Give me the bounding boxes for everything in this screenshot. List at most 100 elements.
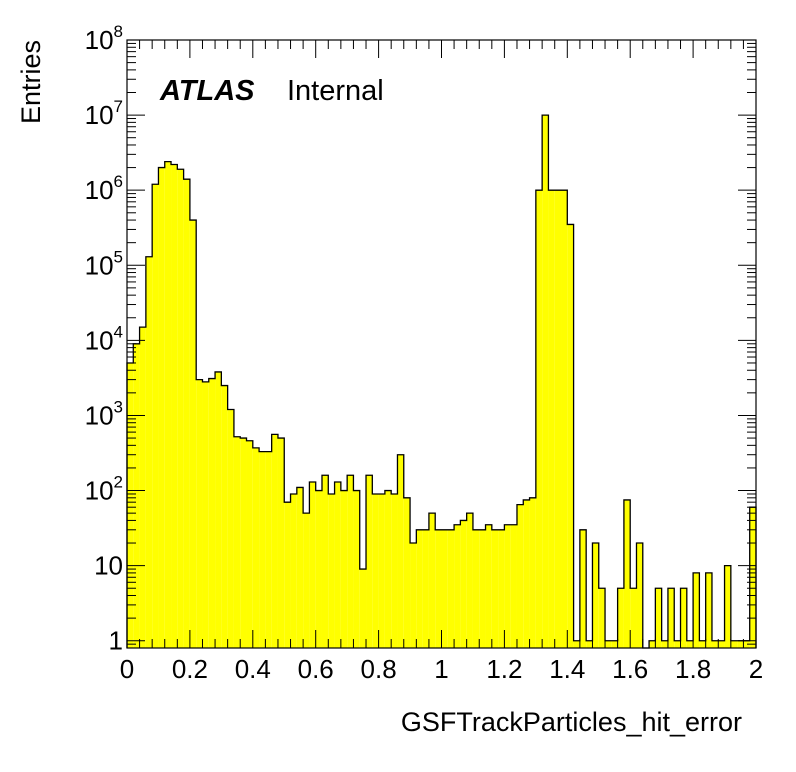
histogram-bar <box>504 524 511 648</box>
histogram-bar <box>252 447 260 648</box>
histogram-bar <box>347 475 354 648</box>
histogram-bar <box>705 572 712 648</box>
histogram-bar <box>661 640 668 648</box>
histogram-bar <box>397 454 404 648</box>
histogram-bar <box>372 493 379 648</box>
histogram-bar <box>303 513 310 648</box>
x-tick-label: 0.4 <box>235 654 271 684</box>
histogram-bar <box>573 640 580 648</box>
histogram-bar <box>510 524 517 648</box>
x-tick-label: 0 <box>120 654 134 684</box>
histogram-bar <box>340 490 348 648</box>
histogram-bar <box>246 440 253 648</box>
histogram-bar <box>724 565 731 648</box>
histogram-bar <box>686 640 694 648</box>
histogram-bar <box>428 513 436 648</box>
histogram-bar <box>667 588 675 648</box>
y-tick-label: 106 <box>85 172 123 205</box>
histogram-bar <box>391 493 398 648</box>
histogram-bar <box>592 543 599 648</box>
histogram-bar <box>435 529 442 648</box>
x-tick-label: 1 <box>434 654 448 684</box>
histogram-bar <box>730 640 738 648</box>
histogram-bar <box>290 493 297 648</box>
histogram-bar <box>737 640 744 648</box>
histogram-bar <box>743 640 750 648</box>
histogram-bar <box>359 569 367 648</box>
histogram-bar <box>485 524 492 648</box>
histogram-bar <box>378 493 385 648</box>
histogram-bar <box>296 487 304 648</box>
axis-ticks <box>126 39 757 649</box>
histogram-bar <box>479 529 486 648</box>
histogram-bar <box>177 169 184 649</box>
histogram-bar <box>579 529 587 648</box>
histogram-bar <box>171 164 178 649</box>
histogram-bar <box>516 504 524 648</box>
histogram-bar <box>321 475 329 648</box>
x-tick-label: 0.6 <box>298 654 334 684</box>
histogram-bar <box>328 493 335 648</box>
histogram-bar <box>227 409 234 648</box>
histogram-bar <box>548 190 555 649</box>
histogram-bar <box>403 497 411 648</box>
histogram-bar <box>158 167 165 648</box>
histogram-bar <box>277 438 285 648</box>
histogram-bar <box>466 513 473 648</box>
histogram-bar <box>189 220 197 649</box>
histogram-bar <box>680 588 687 648</box>
x-tick-label: 2 <box>749 654 763 684</box>
histogram-bar <box>693 572 700 648</box>
histogram-bar <box>447 529 455 648</box>
x-axis-title: GSFTrackParticles_hit_error <box>401 707 742 737</box>
x-tick-labels: 0 0.2 0.4 0.6 0.8 1 1.2 1.4 1.6 1.8 2 <box>120 654 763 684</box>
histogram-bar <box>598 588 606 648</box>
histogram-bar <box>410 543 417 648</box>
histogram-bar <box>535 190 543 649</box>
histogram-bar <box>630 588 637 648</box>
y-tick-label: 107 <box>85 97 123 130</box>
x-tick-label: 0.2 <box>172 654 208 684</box>
histogram-bar <box>145 256 153 648</box>
histogram-bar <box>711 640 719 648</box>
histogram-bar <box>127 362 134 648</box>
histogram-bar <box>315 490 322 648</box>
histogram-bar <box>334 481 341 648</box>
histogram-bar <box>454 524 461 648</box>
histogram-bar <box>561 190 568 649</box>
histogram-bar <box>441 529 448 648</box>
y-tick-label: 1 <box>109 626 123 656</box>
histogram-bar <box>259 451 266 648</box>
histogram-bar <box>636 543 643 648</box>
x-tick-label: 1.6 <box>612 654 648 684</box>
histogram-bar <box>542 115 549 648</box>
histogram-bar <box>196 379 203 648</box>
histogram-bar <box>221 385 228 648</box>
y-axis-title: Entries <box>16 40 46 124</box>
histogram-bar <box>655 588 662 648</box>
histogram-bar <box>611 640 618 648</box>
histogram-bar <box>674 640 681 648</box>
atlas-label: ATLAS <box>159 75 255 107</box>
histogram-bar <box>133 343 140 648</box>
histogram-bar <box>152 184 159 649</box>
y-tick-label: 10 <box>94 551 123 581</box>
x-tick-label: 1.2 <box>486 654 522 684</box>
histogram-bar <box>208 378 216 648</box>
histogram-bar <box>240 438 247 648</box>
histogram-bar <box>284 502 291 648</box>
y-tick-label: 105 <box>85 247 123 280</box>
histogram-bar <box>605 640 612 648</box>
histogram-bar <box>586 640 593 648</box>
histogram-bar <box>623 499 631 648</box>
histogram-bars <box>126 114 757 649</box>
histogram-bar <box>384 490 392 648</box>
histogram-bar <box>309 481 316 648</box>
histogram-outline <box>126 114 757 649</box>
histogram-bar <box>202 381 209 648</box>
histogram-bar <box>498 529 505 648</box>
histogram-bar <box>422 529 429 648</box>
histogram-bar <box>699 640 706 648</box>
histogram-bar <box>233 436 241 648</box>
